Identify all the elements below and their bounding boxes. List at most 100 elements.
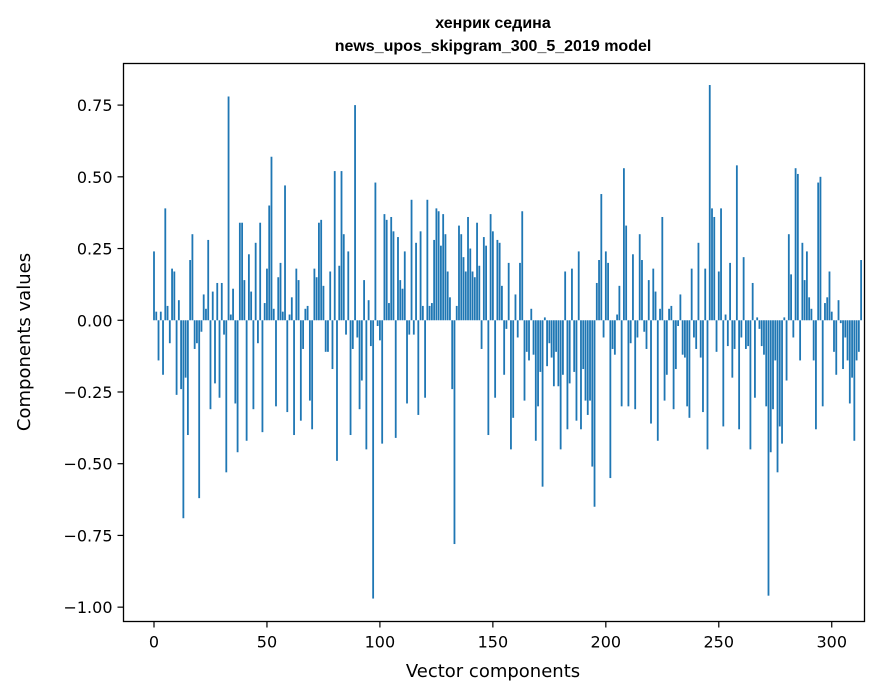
bar bbox=[735, 165, 738, 321]
bar bbox=[182, 320, 185, 519]
bar bbox=[559, 320, 562, 450]
bar bbox=[460, 234, 463, 321]
bar bbox=[189, 260, 192, 321]
bar bbox=[769, 320, 772, 453]
bar bbox=[699, 320, 702, 358]
bar bbox=[225, 320, 228, 473]
bar bbox=[412, 320, 415, 335]
bar bbox=[720, 208, 722, 321]
x-tick-label: 150 bbox=[478, 633, 509, 652]
bar bbox=[677, 320, 680, 327]
bar bbox=[435, 208, 438, 321]
bar bbox=[159, 311, 162, 321]
bar bbox=[268, 205, 271, 321]
bar bbox=[437, 211, 440, 321]
bar bbox=[173, 271, 176, 321]
bar bbox=[589, 320, 591, 401]
bar bbox=[363, 280, 366, 321]
bar bbox=[751, 282, 754, 321]
bar bbox=[336, 320, 338, 461]
bar bbox=[354, 105, 356, 321]
bar bbox=[157, 320, 160, 361]
bar bbox=[803, 280, 806, 321]
bar bbox=[467, 216, 469, 321]
bar bbox=[557, 320, 560, 387]
bar bbox=[415, 242, 417, 321]
bar bbox=[830, 311, 833, 321]
bar bbox=[421, 305, 424, 321]
bar bbox=[247, 254, 250, 321]
bar bbox=[281, 311, 284, 321]
bar bbox=[419, 231, 422, 321]
bar bbox=[471, 271, 474, 321]
bar bbox=[184, 320, 187, 378]
bar bbox=[860, 260, 863, 321]
bar bbox=[331, 320, 334, 370]
bar bbox=[763, 320, 765, 355]
x-tick-label: 0 bbox=[149, 633, 159, 652]
bar bbox=[695, 320, 698, 349]
x-tick-label: 200 bbox=[591, 633, 622, 652]
bar bbox=[548, 320, 551, 344]
bar bbox=[501, 285, 503, 321]
bar bbox=[446, 271, 449, 321]
bars-group bbox=[153, 85, 863, 599]
bar bbox=[824, 303, 826, 321]
bar bbox=[351, 320, 354, 349]
y-tick-label: −0.25 bbox=[63, 383, 112, 402]
bar bbox=[650, 320, 652, 424]
bar bbox=[428, 305, 431, 321]
bar bbox=[320, 219, 323, 321]
bar bbox=[259, 222, 262, 321]
bar bbox=[318, 222, 320, 321]
bar bbox=[690, 268, 693, 321]
bar bbox=[491, 231, 494, 321]
chart-subtitle: news_upos_skipgram_300_5_2019 model bbox=[335, 38, 652, 55]
bar bbox=[275, 320, 277, 407]
bar bbox=[776, 320, 779, 473]
bar bbox=[286, 320, 289, 413]
bar bbox=[302, 320, 305, 349]
bar bbox=[261, 320, 264, 433]
bar bbox=[724, 314, 727, 321]
bar bbox=[647, 280, 650, 321]
bar bbox=[844, 320, 847, 338]
bar bbox=[496, 239, 499, 321]
bar bbox=[747, 320, 750, 347]
bar bbox=[632, 254, 634, 321]
bar bbox=[340, 171, 343, 321]
bar bbox=[347, 251, 350, 321]
bar bbox=[171, 268, 173, 321]
bar bbox=[358, 320, 361, 410]
bar bbox=[338, 265, 341, 321]
bar bbox=[744, 320, 747, 349]
bar bbox=[333, 171, 336, 321]
bar bbox=[704, 268, 707, 321]
bar bbox=[622, 168, 625, 321]
bar bbox=[546, 320, 548, 367]
bar bbox=[532, 320, 535, 355]
x-tick-label: 50 bbox=[257, 633, 277, 652]
bar bbox=[853, 320, 856, 441]
bar bbox=[263, 303, 266, 321]
bar bbox=[401, 288, 404, 321]
bar bbox=[379, 320, 381, 341]
bar bbox=[733, 320, 736, 349]
bar bbox=[175, 320, 178, 395]
bar bbox=[652, 268, 655, 321]
bar bbox=[742, 257, 745, 321]
bar bbox=[534, 320, 537, 441]
bar bbox=[787, 234, 790, 321]
bar bbox=[397, 237, 399, 321]
bar bbox=[609, 320, 612, 479]
bar bbox=[390, 216, 393, 321]
bar bbox=[304, 308, 307, 321]
bar bbox=[485, 245, 487, 321]
bar bbox=[808, 297, 811, 321]
bar bbox=[582, 320, 585, 370]
bar bbox=[482, 237, 485, 321]
bar bbox=[740, 320, 743, 338]
bar bbox=[180, 320, 183, 390]
bar bbox=[383, 214, 386, 321]
bar bbox=[494, 320, 497, 398]
